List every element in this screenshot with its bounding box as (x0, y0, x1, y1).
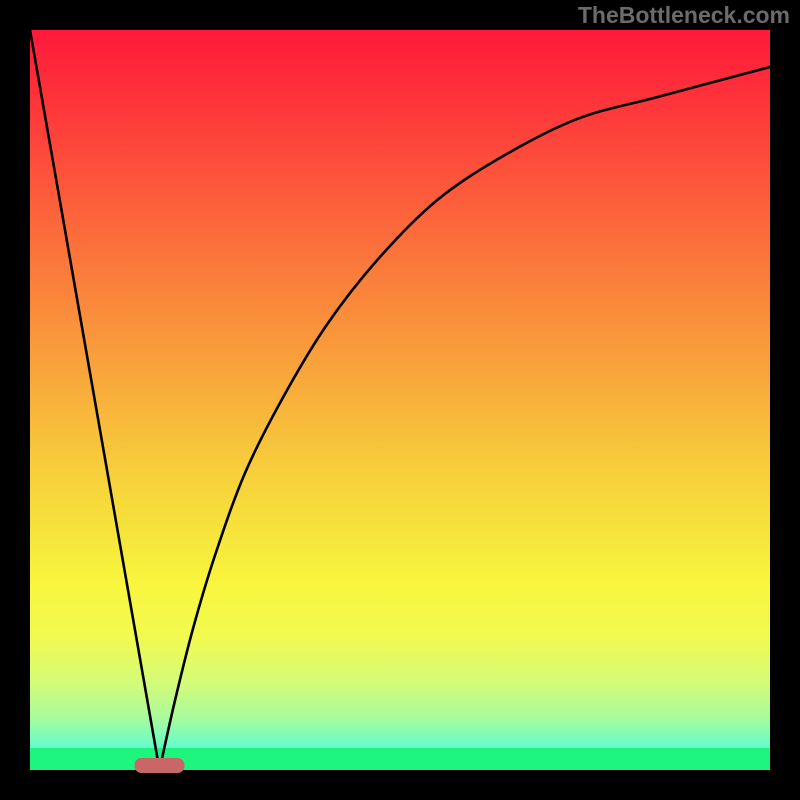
optimal-marker (135, 758, 185, 773)
chart-svg (0, 0, 800, 800)
chart-stage: TheBottleneck.com (0, 0, 800, 800)
watermark-text: TheBottleneck.com (578, 2, 790, 29)
